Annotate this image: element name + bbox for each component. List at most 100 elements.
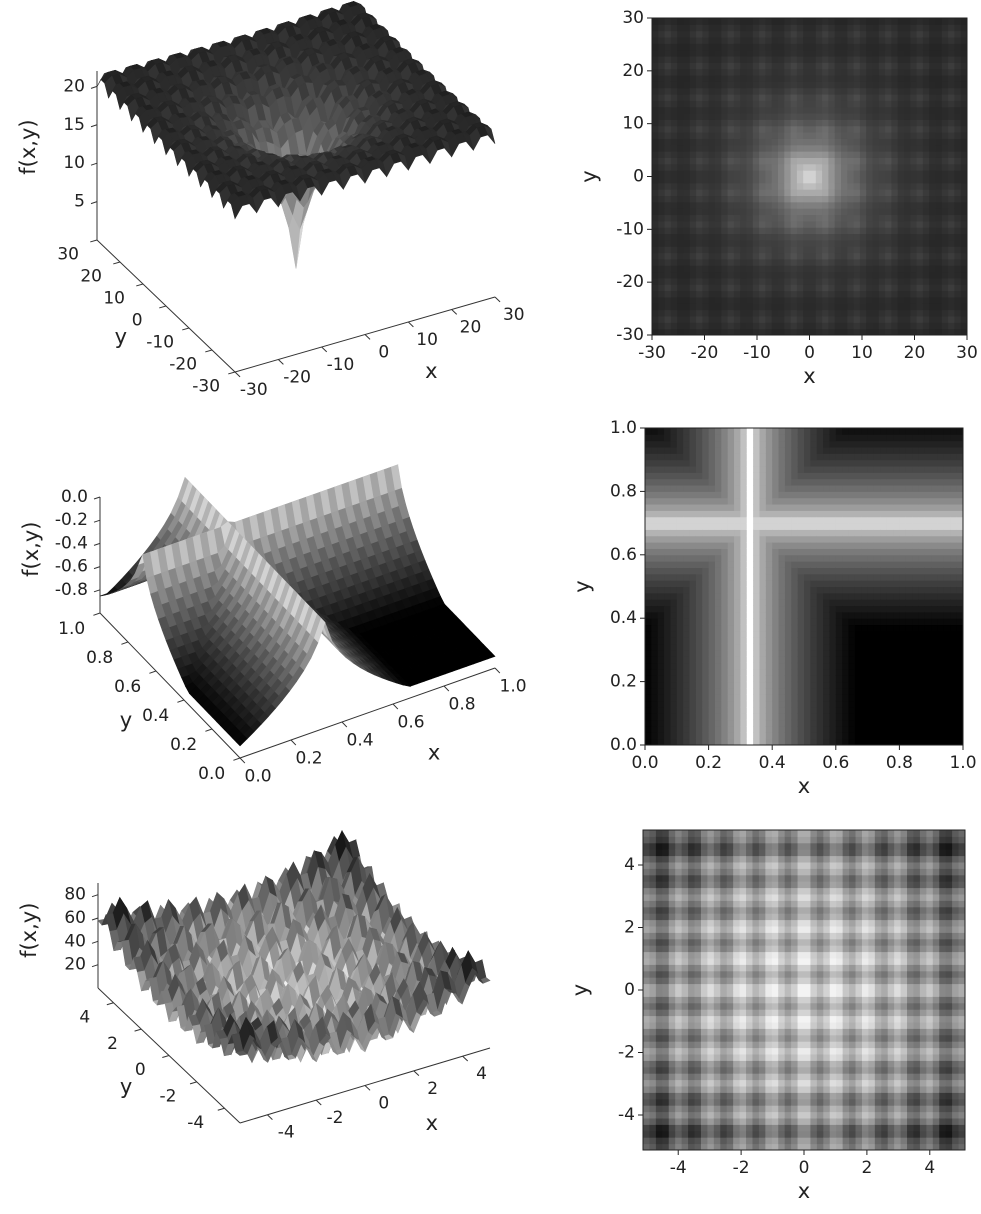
- heat-cell: [721, 220, 729, 228]
- heat-cell: [891, 144, 899, 152]
- heat-cell: [834, 151, 842, 158]
- heat-cell: [715, 284, 722, 292]
- heat-cell: [885, 170, 892, 177]
- heat-cell: [897, 182, 905, 190]
- heat-cell: [708, 303, 716, 311]
- heat-cell: [948, 125, 955, 133]
- heat-cell: [834, 252, 842, 260]
- heat-cell: [752, 37, 760, 44]
- heat-cell: [916, 163, 924, 171]
- heat-cell: [847, 258, 855, 266]
- heat-cell: [670, 106, 678, 114]
- heat-cell: [904, 119, 911, 127]
- heat-cell: [727, 113, 735, 120]
- heat-cell: [683, 271, 691, 279]
- heat-cell: [702, 81, 710, 89]
- heat-cell: [878, 37, 886, 44]
- heat-cell: [859, 125, 867, 133]
- heat-cell: [689, 315, 697, 323]
- heat-cell: [740, 94, 747, 101]
- heat-cell: [771, 284, 779, 292]
- heat-cell: [708, 220, 716, 228]
- heat-cell: [759, 296, 766, 304]
- heat-cell: [803, 252, 810, 260]
- heat-cell: [916, 296, 924, 304]
- heat-cell: [929, 119, 936, 127]
- heat-cell: [652, 239, 659, 247]
- heat-cell: [853, 49, 861, 57]
- heat-cell: [708, 201, 716, 209]
- heat-cell: [897, 43, 905, 51]
- heat-cell: [746, 309, 754, 317]
- heat-cell: [815, 132, 823, 139]
- heat-cell: [834, 24, 842, 32]
- heat-cell: [897, 81, 905, 89]
- heat-cell: [733, 113, 741, 120]
- heat-cell: [652, 75, 659, 82]
- heat-cell: [847, 37, 855, 44]
- y-tick-label: 0: [633, 167, 644, 187]
- heat-cell: [847, 81, 855, 89]
- heat-cell: [727, 296, 735, 304]
- heat-cell: [847, 271, 855, 279]
- heat-cell: [922, 252, 930, 260]
- heat-cell: [727, 227, 735, 235]
- heat-cell: [960, 239, 968, 247]
- heat-cell: [948, 94, 955, 101]
- heat-cell: [828, 265, 836, 273]
- heat-cell: [922, 138, 930, 146]
- heat-cell: [954, 284, 962, 292]
- heat-cell: [910, 277, 918, 285]
- heat-cell: [759, 309, 766, 317]
- heat-cell: [715, 220, 722, 228]
- heat-cell: [664, 322, 672, 330]
- heat-cell: [916, 227, 924, 235]
- heat-cell: [740, 113, 747, 120]
- heat-cell: [721, 227, 729, 235]
- heat-cell: [670, 309, 678, 317]
- heat-cell: [859, 252, 867, 260]
- heat-cell: [652, 37, 659, 44]
- heat-cell: [727, 132, 735, 139]
- heat-cell: [935, 43, 943, 51]
- heat-cell: [759, 163, 766, 171]
- heat-cell: [847, 189, 855, 197]
- heat-cell: [822, 182, 829, 190]
- heat-cell: [815, 49, 823, 57]
- heat-cell: [866, 189, 873, 197]
- heat-cell: [841, 113, 848, 120]
- heat-cell: [916, 119, 924, 127]
- heat-cell: [778, 322, 785, 330]
- heat-cell: [740, 290, 747, 298]
- heat-cell: [740, 56, 747, 63]
- heat-cell: [727, 201, 735, 209]
- heat-cell: [796, 100, 804, 108]
- heat-cell: [916, 233, 924, 241]
- heat-cell: [727, 18, 735, 25]
- heat-cell: [847, 284, 855, 292]
- heat-cell: [828, 100, 836, 108]
- heat-cell: [689, 49, 697, 57]
- heat-cell: [929, 296, 936, 304]
- heat-cell: [778, 309, 785, 317]
- heat-cell: [664, 62, 672, 70]
- heat-cell: [715, 176, 722, 184]
- heat-cell: [885, 56, 892, 63]
- heat-cell: [652, 151, 659, 158]
- heat-cell: [815, 163, 823, 171]
- heat-cell: [715, 18, 722, 25]
- heat-cell: [960, 296, 968, 304]
- heat-cell: [790, 290, 798, 298]
- heat-cell: [935, 258, 943, 266]
- heat-cell: [954, 315, 962, 323]
- heat-cell: [771, 227, 779, 235]
- heat-cell: [664, 94, 672, 101]
- heat-cell: [878, 81, 886, 89]
- heat-cell: [948, 43, 955, 51]
- heat-cell: [822, 30, 829, 38]
- heat-cell: [784, 271, 792, 279]
- heat-cell: [841, 157, 848, 165]
- heat-cell: [878, 132, 886, 139]
- heat-cell: [916, 252, 924, 260]
- heat-cell: [790, 144, 798, 152]
